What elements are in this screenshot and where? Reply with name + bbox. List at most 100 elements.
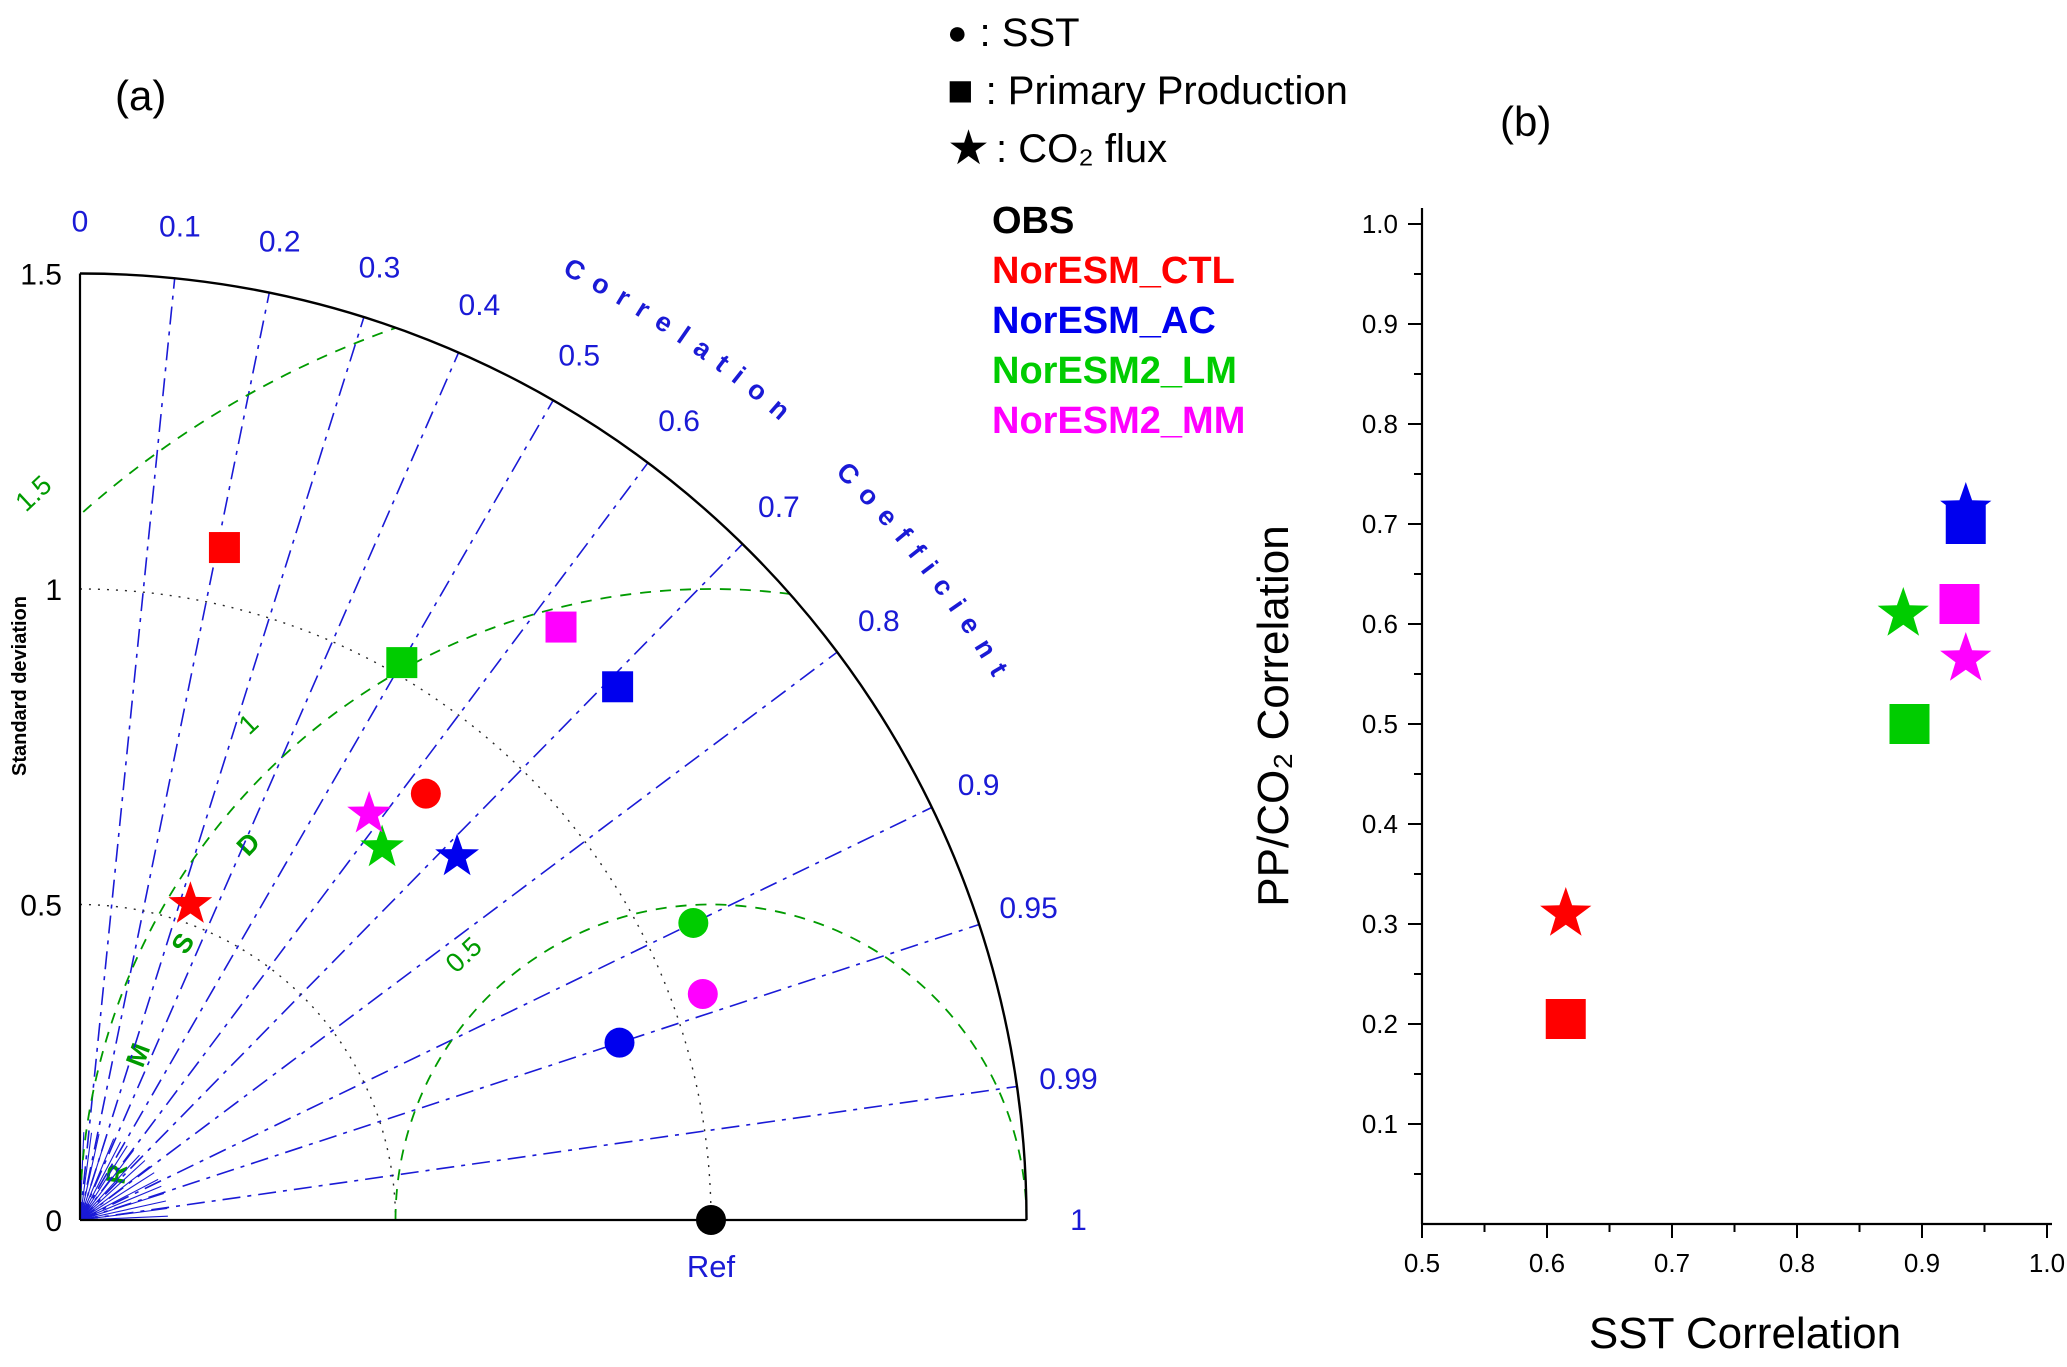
corr-tick-label: 0 <box>72 206 89 239</box>
scatter-point-NorESM_AC-Primary-Production <box>1945 504 1986 544</box>
marker-legend-row-co2: ★ : CO₂ flux <box>947 120 1348 178</box>
circle-marker-icon: ● <box>947 14 968 52</box>
taylor-plot: 0.5 1 1.5 0 0.5 1 1.5 0 0.1 0.2 0.3 0.4 0.5 0.6 0.7 0.8… <box>10 206 1098 1285</box>
corr-tick-label: 0.99 <box>1039 1063 1097 1096</box>
corr-tick-label: 0.2 <box>259 226 301 259</box>
y-tick-label: 0.7 <box>1362 509 1398 539</box>
origin-fan-line <box>79 1154 140 1221</box>
std-tick-label: 0 <box>45 1205 62 1238</box>
corr-radial-line-0.1 <box>79 278 176 1221</box>
taylor-point-NorESM2_MM-Primary-Production <box>545 611 577 643</box>
y-tick-label: 0.3 <box>1362 909 1398 939</box>
origin-fan-line <box>79 1141 122 1221</box>
origin-fan-line <box>79 1178 159 1221</box>
rmsd-arc-label: 1.5 <box>10 470 58 518</box>
square-marker-icon: ■ <box>947 66 974 115</box>
corr-radial-line-0.3 <box>79 316 365 1221</box>
rmsd-axis-label-text: RMSD <box>100 756 235 1186</box>
taylor-point-NorESM_CTL-Primary-Production <box>208 532 240 564</box>
origin-fan-line <box>79 1185 162 1221</box>
taylor-point-NorESM2_LM-Primary-Production <box>386 647 418 679</box>
taylor-point-NorESM_CTL-SST <box>410 778 441 809</box>
marker-legend-row-sst: ● : SST <box>947 4 1348 62</box>
origin-fan-line <box>79 1160 146 1221</box>
taylor-point-NorESM_AC-CO2-flux <box>435 833 479 876</box>
corr-radial-line-0.9 <box>79 806 933 1221</box>
legend-model-noresm2-mm: NorESM2_MM <box>992 400 1246 442</box>
origin-fan-line <box>79 1172 155 1221</box>
x-tick-label: 0.7 <box>1654 1248 1690 1278</box>
taylor-outer-arc <box>79 272 1028 1221</box>
corr-tick-label: 0.3 <box>359 252 401 285</box>
marker-legend-row-pp: ■ : Primary Production <box>947 62 1348 120</box>
x-tick-label: 1.0 <box>2029 1248 2065 1278</box>
corr-tick-label: 0.9 <box>958 769 1000 802</box>
scatter-point-NorESM2_LM-CO2-flux <box>1877 587 1929 636</box>
corr-tick-label: 0.4 <box>459 289 501 322</box>
origin-fan-line <box>79 1165 151 1221</box>
taylor-point-NorESM_AC-Primary-Production <box>602 671 634 703</box>
scatter-ylabel: PP/CO₂ Correlation <box>1249 525 1298 906</box>
y-tick-label: 0.1 <box>1362 1109 1398 1139</box>
rmsd-arc-label: 0.5 <box>440 931 488 979</box>
std-tick-label: 1.5 <box>20 259 62 292</box>
rmsd-arc-0.5 <box>394 903 1027 1220</box>
legend-model-noresm2-lm: NorESM2_LM <box>992 350 1237 392</box>
x-tick-label: 0.5 <box>1404 1248 1440 1278</box>
std-tick-label: 1 <box>45 574 62 607</box>
correlation-coefficient-axis-label: Correlation Coefficient <box>559 252 1020 691</box>
legend-model-obs: OBS <box>992 200 1075 242</box>
x-tick-label: 0.9 <box>1904 1248 1940 1278</box>
std-tick-label: 0.5 <box>20 890 62 923</box>
y-tick-label: 0.8 <box>1362 409 1398 439</box>
taylor-point-NorESM2_LM-CO2-flux <box>360 824 404 867</box>
legend-model-noresm-ac: NorESM_AC <box>992 300 1216 342</box>
corr-tick-label: 1 <box>1070 1204 1087 1237</box>
corr-radial-line-0.99 <box>79 1085 1018 1221</box>
corr-tick-label: 0.95 <box>999 892 1057 925</box>
scatter-plot: 0.5 0.6 0.7 0.8 0.9 1.0 0.1 0.2 0.3 0.4 0.5 0.6 0.7 0… <box>1362 208 2065 1278</box>
scatter-point-NorESM2_MM-Primary-Production <box>1939 584 1980 624</box>
corr-tick-label: 0.1 <box>159 211 201 244</box>
scatter-xlabel: SST Correlation <box>1589 1309 1901 1358</box>
model-legend: OBS NorESM_CTL NorESM_AC NorESM2_LM NorE… <box>992 196 1245 446</box>
star-marker-icon: ★ <box>947 122 991 175</box>
marker-legend-label-co2: : CO₂ flux <box>996 126 1168 171</box>
y-tick-label: 0.4 <box>1362 809 1398 839</box>
corr-radial-line-0.95 <box>79 923 980 1221</box>
corr-radial-line-0.7 <box>79 543 744 1221</box>
corr-radial-line-0.8 <box>79 651 838 1221</box>
rmsd-arc-label: 1 <box>233 708 264 740</box>
origin-fan-line <box>79 1192 165 1221</box>
y-tick-label: 0.6 <box>1362 609 1398 639</box>
scatter-point-NorESM_CTL-Primary-Production <box>1545 999 1586 1039</box>
x-tick-label: 0.6 <box>1529 1248 1565 1278</box>
origin-fan-line <box>79 1132 93 1221</box>
rmsd-axis-label: RMSD <box>100 756 333 1186</box>
scatter-point-NorESM2_LM-Primary-Production <box>1889 704 1930 744</box>
origin-fan-line <box>79 1135 108 1221</box>
std-arc-0.5 <box>79 903 397 1221</box>
corr-tick-label: 0.7 <box>758 491 800 524</box>
origin-fan-line <box>79 1200 167 1221</box>
corr-tick-label: 0.5 <box>558 339 600 372</box>
taylor-point-OBS-SST <box>696 1205 726 1235</box>
y-tick-label: 0.2 <box>1362 1009 1398 1039</box>
marker-legend-label-sst: : SST <box>979 10 1080 55</box>
taylor-point-NorESM2_LM-SST <box>678 907 709 938</box>
origin-fan-line <box>79 1138 115 1221</box>
ref-label: Ref <box>687 1249 736 1284</box>
taylor-point-NorESM2_MM-SST <box>687 978 718 1009</box>
y-tick-label: 0.5 <box>1362 709 1398 739</box>
origin-fan-line <box>79 1207 168 1221</box>
corr-tick-label: 0.6 <box>658 405 700 438</box>
corr-radial-line-0.4 <box>79 352 460 1221</box>
taylor-ylabel: Standard deviation <box>9 596 31 776</box>
scatter-point-NorESM_CTL-CO2-flux <box>1540 887 1592 936</box>
marker-legend: ● : SST ■ : Primary Production ★ : CO₂ f… <box>947 4 1348 178</box>
taylor-point-NorESM_CTL-CO2-flux <box>168 881 213 923</box>
rmsd-arc-1.5 <box>80 273 1027 1220</box>
std-arc-1 <box>79 588 712 1221</box>
correlation-coefficient-axis-label-text: Correlation Coefficient <box>559 252 1008 691</box>
